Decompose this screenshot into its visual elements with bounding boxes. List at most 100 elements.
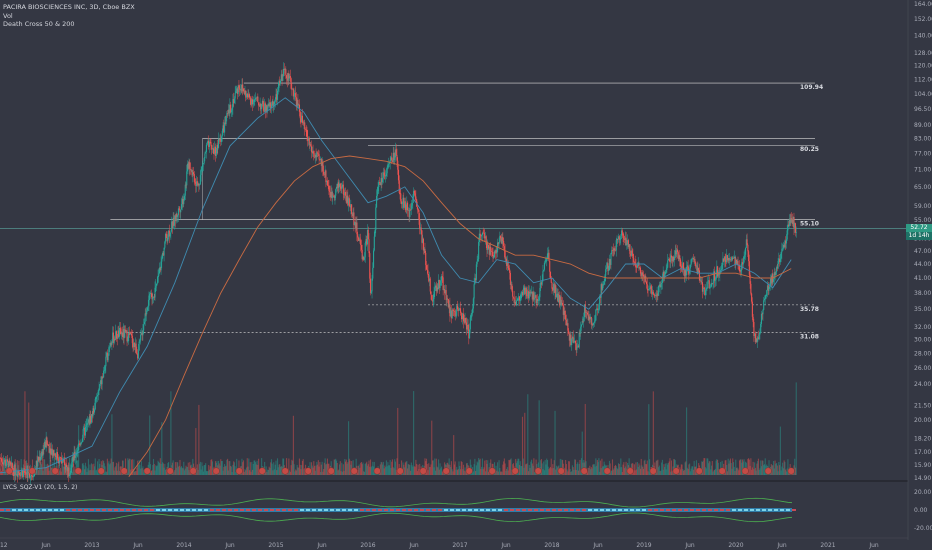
volume-bar — [186, 466, 188, 475]
volume-bar — [593, 464, 595, 475]
indicator-label: LYCS_SQZ-V1 (20, 1.5, 2) — [3, 484, 78, 491]
volume-bar — [275, 460, 277, 475]
volume-bar — [533, 458, 535, 475]
squeeze-dot — [72, 509, 76, 511]
candle — [165, 233, 167, 238]
candle — [606, 263, 608, 268]
volume-bar — [462, 469, 464, 475]
candle — [172, 217, 174, 229]
volume-bar — [547, 466, 549, 475]
volume-bar — [628, 458, 630, 475]
volume-bar — [749, 465, 751, 475]
candle — [779, 258, 781, 263]
volume-bar — [574, 459, 576, 475]
volume-bar — [141, 468, 143, 475]
candle — [408, 210, 410, 218]
candle — [290, 78, 292, 89]
volume-bar — [776, 465, 778, 475]
candle — [78, 443, 80, 451]
candle — [544, 261, 546, 263]
candle — [754, 333, 756, 343]
candle — [16, 474, 18, 475]
volume-bar — [625, 461, 627, 475]
volume-bar — [589, 465, 591, 475]
squeeze-dot — [546, 509, 550, 511]
candle — [448, 304, 450, 308]
volume-bar — [518, 464, 521, 475]
candle — [405, 205, 407, 211]
candle — [771, 273, 773, 284]
volume-bar — [230, 465, 232, 475]
volume-bar — [383, 468, 385, 475]
candle — [624, 237, 626, 241]
volume-bar — [364, 463, 366, 475]
candle — [274, 99, 276, 102]
squeeze-dot — [36, 509, 40, 511]
squeeze-dot — [600, 509, 604, 511]
volume-bar — [593, 464, 595, 475]
symbol-title: PACIRA BIOSCIENCES INC, 3D, Cboe BZX — [3, 3, 135, 11]
volume-bar — [121, 460, 124, 475]
time-tick-label: Jun — [132, 542, 143, 549]
squeeze-dot — [330, 509, 334, 511]
candle — [81, 441, 83, 443]
volume-bar — [20, 458, 22, 475]
candle — [80, 442, 82, 445]
candle — [424, 248, 426, 253]
time-tick-label: 2012 — [0, 542, 8, 549]
candle — [231, 107, 233, 111]
candle — [491, 251, 493, 252]
volume-bar — [773, 460, 775, 475]
candle — [28, 470, 31, 478]
candle — [602, 284, 604, 286]
volume-bar — [47, 463, 49, 475]
volume-bar — [369, 459, 372, 475]
volume-bar — [505, 470, 507, 475]
volume-bar — [360, 462, 362, 475]
candle — [377, 187, 379, 192]
volume-bar — [518, 458, 520, 475]
candle — [220, 139, 222, 142]
volume-bar — [667, 464, 669, 475]
candle — [786, 230, 788, 240]
candle — [707, 280, 710, 282]
candle — [110, 342, 112, 345]
candle — [609, 258, 611, 265]
volume-bar — [114, 467, 116, 475]
candle — [92, 408, 94, 417]
candle — [47, 444, 49, 446]
price-tick-label: 55.00 — [914, 217, 931, 224]
candle — [394, 149, 397, 158]
earnings-icon — [120, 467, 128, 475]
candle — [322, 161, 324, 173]
earnings-icon — [74, 467, 82, 475]
volume-bar — [623, 462, 625, 475]
volume-bar — [701, 461, 703, 475]
candle — [148, 295, 150, 306]
candle — [623, 235, 625, 240]
candle — [458, 309, 460, 311]
volume-bar — [186, 466, 189, 475]
candle — [428, 275, 430, 282]
candle — [190, 169, 192, 171]
volume-bar — [243, 471, 245, 475]
candle — [391, 157, 393, 161]
volume-bar — [475, 465, 477, 475]
candle — [62, 460, 64, 463]
candle — [627, 240, 629, 245]
volume-bar — [456, 466, 458, 475]
volume-bar — [546, 460, 549, 475]
volume-bar — [249, 462, 251, 475]
candle — [619, 239, 621, 240]
volume-bar — [31, 459, 34, 475]
candle — [600, 284, 602, 298]
candle — [409, 209, 411, 218]
candle — [503, 246, 505, 251]
volume-bar — [638, 463, 640, 475]
volume-bar — [554, 410, 556, 475]
volume-bar — [711, 461, 713, 475]
candle — [587, 314, 589, 321]
candle — [354, 222, 356, 229]
